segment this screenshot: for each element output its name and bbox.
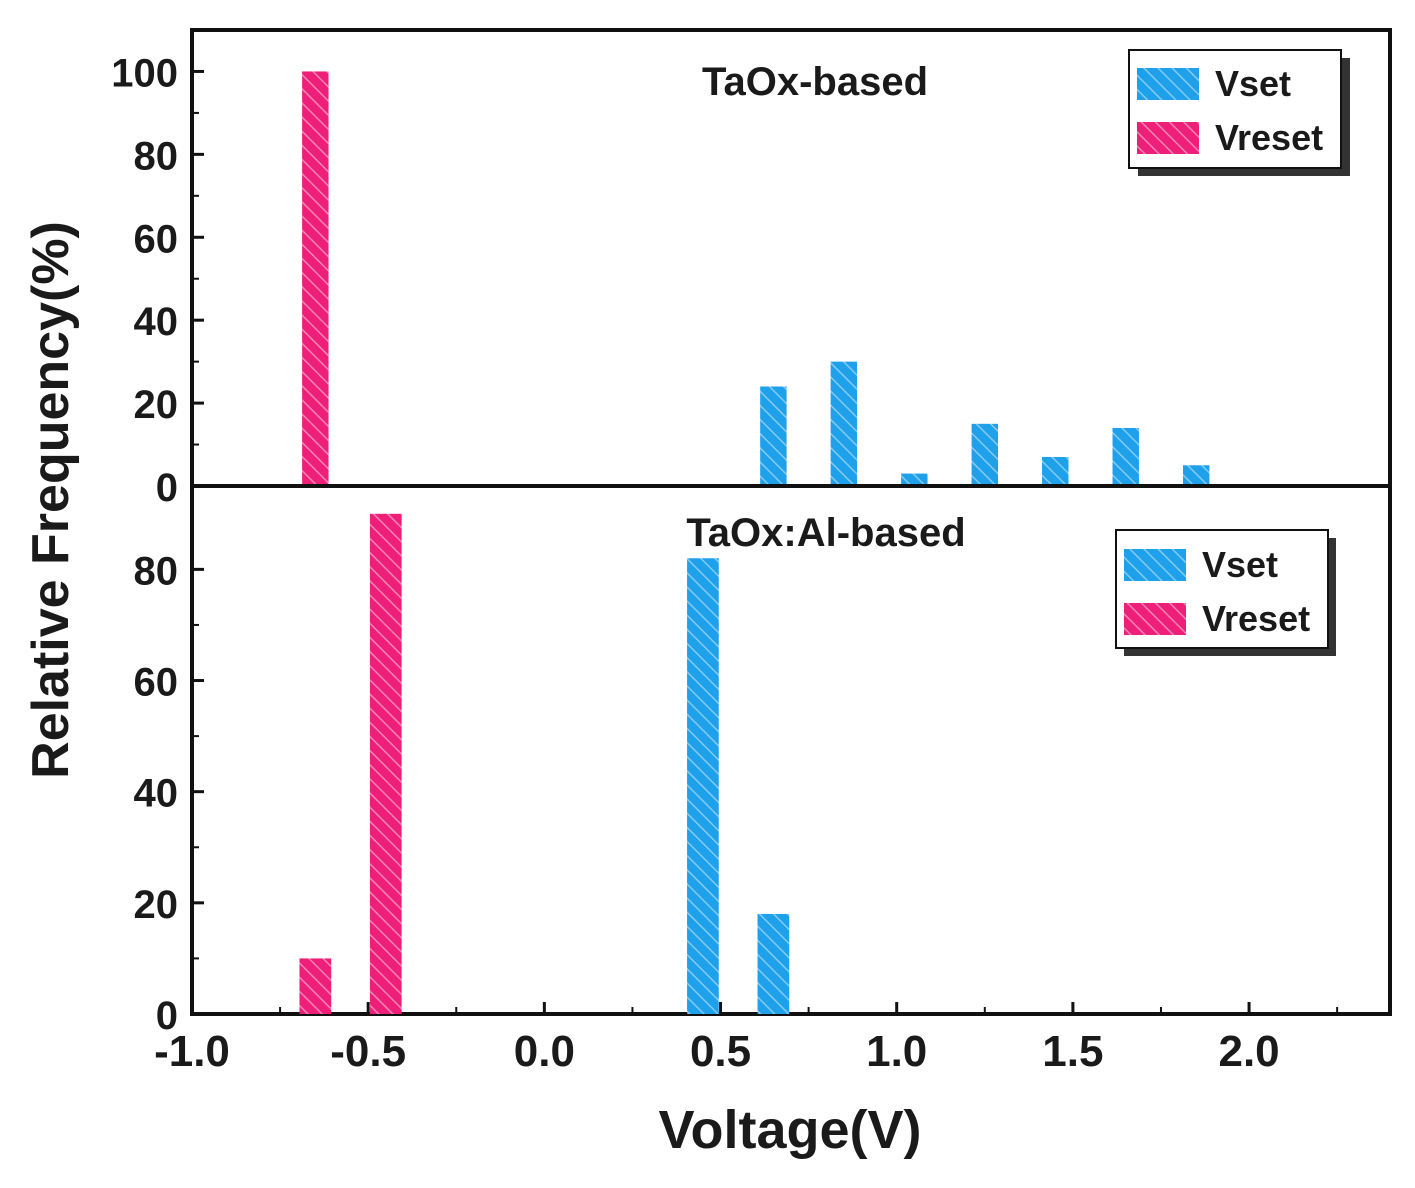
bar-vset bbox=[1182, 465, 1210, 486]
top-panel: TaOx-based 0 20 40 60 80 100 Vset Vreset bbox=[111, 28, 1392, 510]
y-tick-label: 20 bbox=[134, 883, 179, 927]
bottom-panel-x-ticks: -1.0 -0.5 0.0 0.5 1.0 1.5 2.0 bbox=[154, 1002, 1339, 1076]
top-panel-bars bbox=[302, 71, 1210, 487]
y-tick-label: 100 bbox=[111, 51, 178, 95]
bottom-legend-vreset-swatch bbox=[1124, 603, 1186, 635]
bar-vset bbox=[687, 558, 719, 1014]
bar-vreset bbox=[299, 958, 332, 1014]
y-tick-label: 60 bbox=[134, 217, 179, 261]
bar-vset bbox=[757, 913, 790, 1014]
bottom-legend-vset-swatch bbox=[1124, 549, 1186, 581]
top-panel-legend: Vset Vreset bbox=[1128, 49, 1350, 176]
bar-vset bbox=[1042, 456, 1069, 486]
y-tick-label: 40 bbox=[134, 772, 179, 816]
y-tick-label: 80 bbox=[134, 549, 179, 593]
bar-vreset bbox=[302, 71, 329, 487]
top-panel-y-ticks: 0 20 40 60 80 100 bbox=[111, 51, 204, 510]
bar-vset bbox=[830, 361, 858, 486]
bar-vset bbox=[760, 386, 787, 486]
y-tick-label: 0 bbox=[156, 994, 178, 1038]
y-tick-label: 40 bbox=[134, 300, 179, 344]
x-tick-label: 1.5 bbox=[1042, 1027, 1103, 1076]
y-tick-label: 60 bbox=[134, 661, 179, 705]
bottom-legend-vset-label: Vset bbox=[1202, 544, 1278, 585]
x-tick-label: 2.0 bbox=[1218, 1027, 1279, 1076]
top-legend-vset-swatch bbox=[1137, 68, 1199, 100]
bar-vset bbox=[901, 473, 928, 486]
bottom-panel-y-ticks: 0 20 40 60 80 bbox=[134, 549, 204, 1038]
bottom-panel-bars bbox=[299, 513, 790, 1014]
x-tick-label: -1.0 bbox=[154, 1027, 230, 1076]
y-axis-label: Relative Frequency(%) bbox=[22, 221, 80, 779]
x-tick-label: -0.5 bbox=[330, 1027, 406, 1076]
bar-vreset bbox=[369, 513, 402, 1014]
bottom-panel-frame bbox=[190, 484, 1392, 1016]
bottom-panel: TaOx:Al-based 0 20 40 60 80 -1.0 -0.5 0.0 0.5 1.… bbox=[134, 484, 1392, 1076]
y-tick-label: 0 bbox=[156, 466, 178, 510]
y-tick-label: 80 bbox=[134, 134, 179, 178]
bar-vset bbox=[971, 423, 999, 486]
top-legend-vset-label: Vset bbox=[1215, 63, 1291, 104]
bottom-panel-legend: Vset Vreset bbox=[1115, 529, 1336, 656]
bottom-legend-vreset-label: Vreset bbox=[1202, 598, 1310, 639]
bottom-panel-title: TaOx:Al-based bbox=[686, 511, 965, 555]
top-legend-vreset-swatch bbox=[1137, 122, 1199, 154]
y-tick-label: 20 bbox=[134, 383, 179, 427]
top-legend-vreset-label: Vreset bbox=[1215, 117, 1323, 158]
top-panel-title: TaOx-based bbox=[702, 60, 928, 104]
x-tick-label: 1.0 bbox=[866, 1027, 927, 1076]
x-tick-label: 0.0 bbox=[514, 1027, 575, 1076]
x-tick-label: 0.5 bbox=[690, 1027, 751, 1076]
bar-vset bbox=[1112, 427, 1139, 486]
x-axis-label: Voltage(V) bbox=[658, 1100, 921, 1160]
